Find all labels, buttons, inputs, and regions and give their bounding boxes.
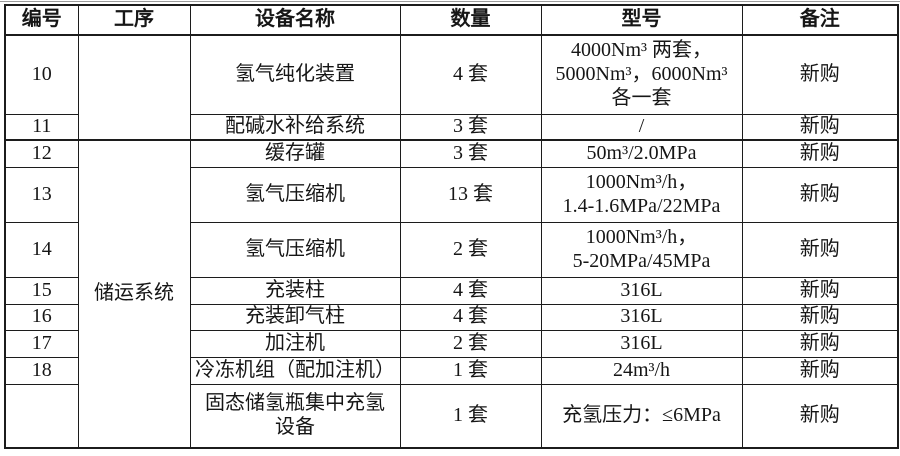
cell-equipment: 固态储氢瓶集中充氢 设备 <box>189 383 401 449</box>
cell-quantity: 4 套 <box>399 34 542 115</box>
cell-remark: 新购 <box>741 166 899 223</box>
cell-remark: 新购 <box>741 34 899 115</box>
cell-remark: 新购 <box>741 139 899 168</box>
col-header-number: 编号 <box>4 4 79 36</box>
table-row: 18 冷冻机组（配加注机） 1 套 24m³/h 新购 <box>4 356 899 385</box>
cell-number: 10 <box>4 34 79 115</box>
cell-remark: 新购 <box>741 383 899 449</box>
cell-quantity: 1 套 <box>399 356 542 385</box>
cell-number: 11 <box>4 113 79 141</box>
cell-model: 1000Nm³/h， 5-20MPa/45MPa <box>540 221 743 278</box>
cell-number <box>4 383 79 449</box>
cell-equipment: 充装卸气柱 <box>189 303 401 331</box>
cell-number: 17 <box>4 329 79 358</box>
cell-equipment: 氢气压缩机 <box>189 166 401 223</box>
cell-quantity: 4 套 <box>399 303 542 331</box>
cell-equipment: 加注机 <box>189 329 401 358</box>
cell-quantity: 2 套 <box>399 221 542 278</box>
cell-model: 316L <box>540 276 743 305</box>
table-row: 固态储氢瓶集中充氢 设备 1 套 充氢压力：≤6MPa 新购 <box>4 383 899 449</box>
col-header-model: 型号 <box>540 4 743 36</box>
cell-number: 12 <box>4 139 79 168</box>
cell-model: 316L <box>540 303 743 331</box>
cell-model: 1000Nm³/h， 1.4-1.6MPa/22MPa <box>540 166 743 223</box>
table-row: 10 氢气纯化装置 4 套 4000Nm³ 两套， 5000Nm³，6000Nm… <box>4 34 899 141</box>
table-row: 12 储运系统 缓存罐 3 套 50m³/2.0MPa 新购 <box>4 139 899 449</box>
cell-process-group-2: 储运系统 <box>77 139 191 449</box>
cell-equipment: 缓存罐 <box>189 139 401 168</box>
table-row: 14 氢气压缩机 2 套 1000Nm³/h， 5-20MPa/45MPa 新购 <box>4 221 899 278</box>
col-header-remark: 备注 <box>741 4 899 36</box>
col-header-quantity: 数量 <box>399 4 542 36</box>
col-header-process: 工序 <box>77 4 191 36</box>
cell-number: 14 <box>4 221 79 278</box>
cell-equipment: 氢气压缩机 <box>189 221 401 278</box>
cell-number: 15 <box>4 276 79 305</box>
cell-equipment: 配碱水补给系统 <box>189 113 401 141</box>
cell-remark: 新购 <box>741 276 899 305</box>
cell-model: 充氢压力：≤6MPa <box>540 383 743 449</box>
cell-model: 316L <box>540 329 743 358</box>
cell-number: 13 <box>4 166 79 223</box>
cell-quantity: 4 套 <box>399 276 542 305</box>
table-header-row: 编号 工序 设备名称 数量 型号 备注 <box>4 4 899 36</box>
cell-quantity: 2 套 <box>399 329 542 358</box>
table-row: 17 加注机 2 套 316L 新购 <box>4 329 899 358</box>
equipment-table: 编号 工序 设备名称 数量 型号 备注 10 氢气纯化装置 4 套 4000Nm… <box>4 4 899 449</box>
cell-quantity: 3 套 <box>399 113 542 141</box>
cell-quantity: 1 套 <box>399 383 542 449</box>
cell-remark: 新购 <box>741 329 899 358</box>
table-row: 16 充装卸气柱 4 套 316L 新购 <box>4 303 899 331</box>
cell-remark: 新购 <box>741 113 899 141</box>
table-row: 13 氢气压缩机 13 套 1000Nm³/h， 1.4-1.6MPa/22MP… <box>4 166 899 223</box>
cell-remark: 新购 <box>741 221 899 278</box>
page-top-rule <box>0 1 900 2</box>
cell-model: 4000Nm³ 两套， 5000Nm³，6000Nm³ 各一套 <box>540 34 743 115</box>
cell-remark: 新购 <box>741 356 899 385</box>
cell-equipment: 氢气纯化装置 <box>189 34 401 115</box>
cell-model: 50m³/2.0MPa <box>540 139 743 168</box>
cell-model: 24m³/h <box>540 356 743 385</box>
cell-model: / <box>540 113 743 141</box>
cell-quantity: 13 套 <box>399 166 542 223</box>
cell-number: 16 <box>4 303 79 331</box>
cell-process-group-1 <box>77 34 191 141</box>
cell-equipment: 充装柱 <box>189 276 401 305</box>
cell-remark: 新购 <box>741 303 899 331</box>
cell-quantity: 3 套 <box>399 139 542 168</box>
col-header-equipment: 设备名称 <box>189 4 401 36</box>
cell-equipment: 冷冻机组（配加注机） <box>189 356 401 385</box>
table-row: 11 配碱水补给系统 3 套 / 新购 <box>4 113 899 141</box>
cell-number: 18 <box>4 356 79 385</box>
